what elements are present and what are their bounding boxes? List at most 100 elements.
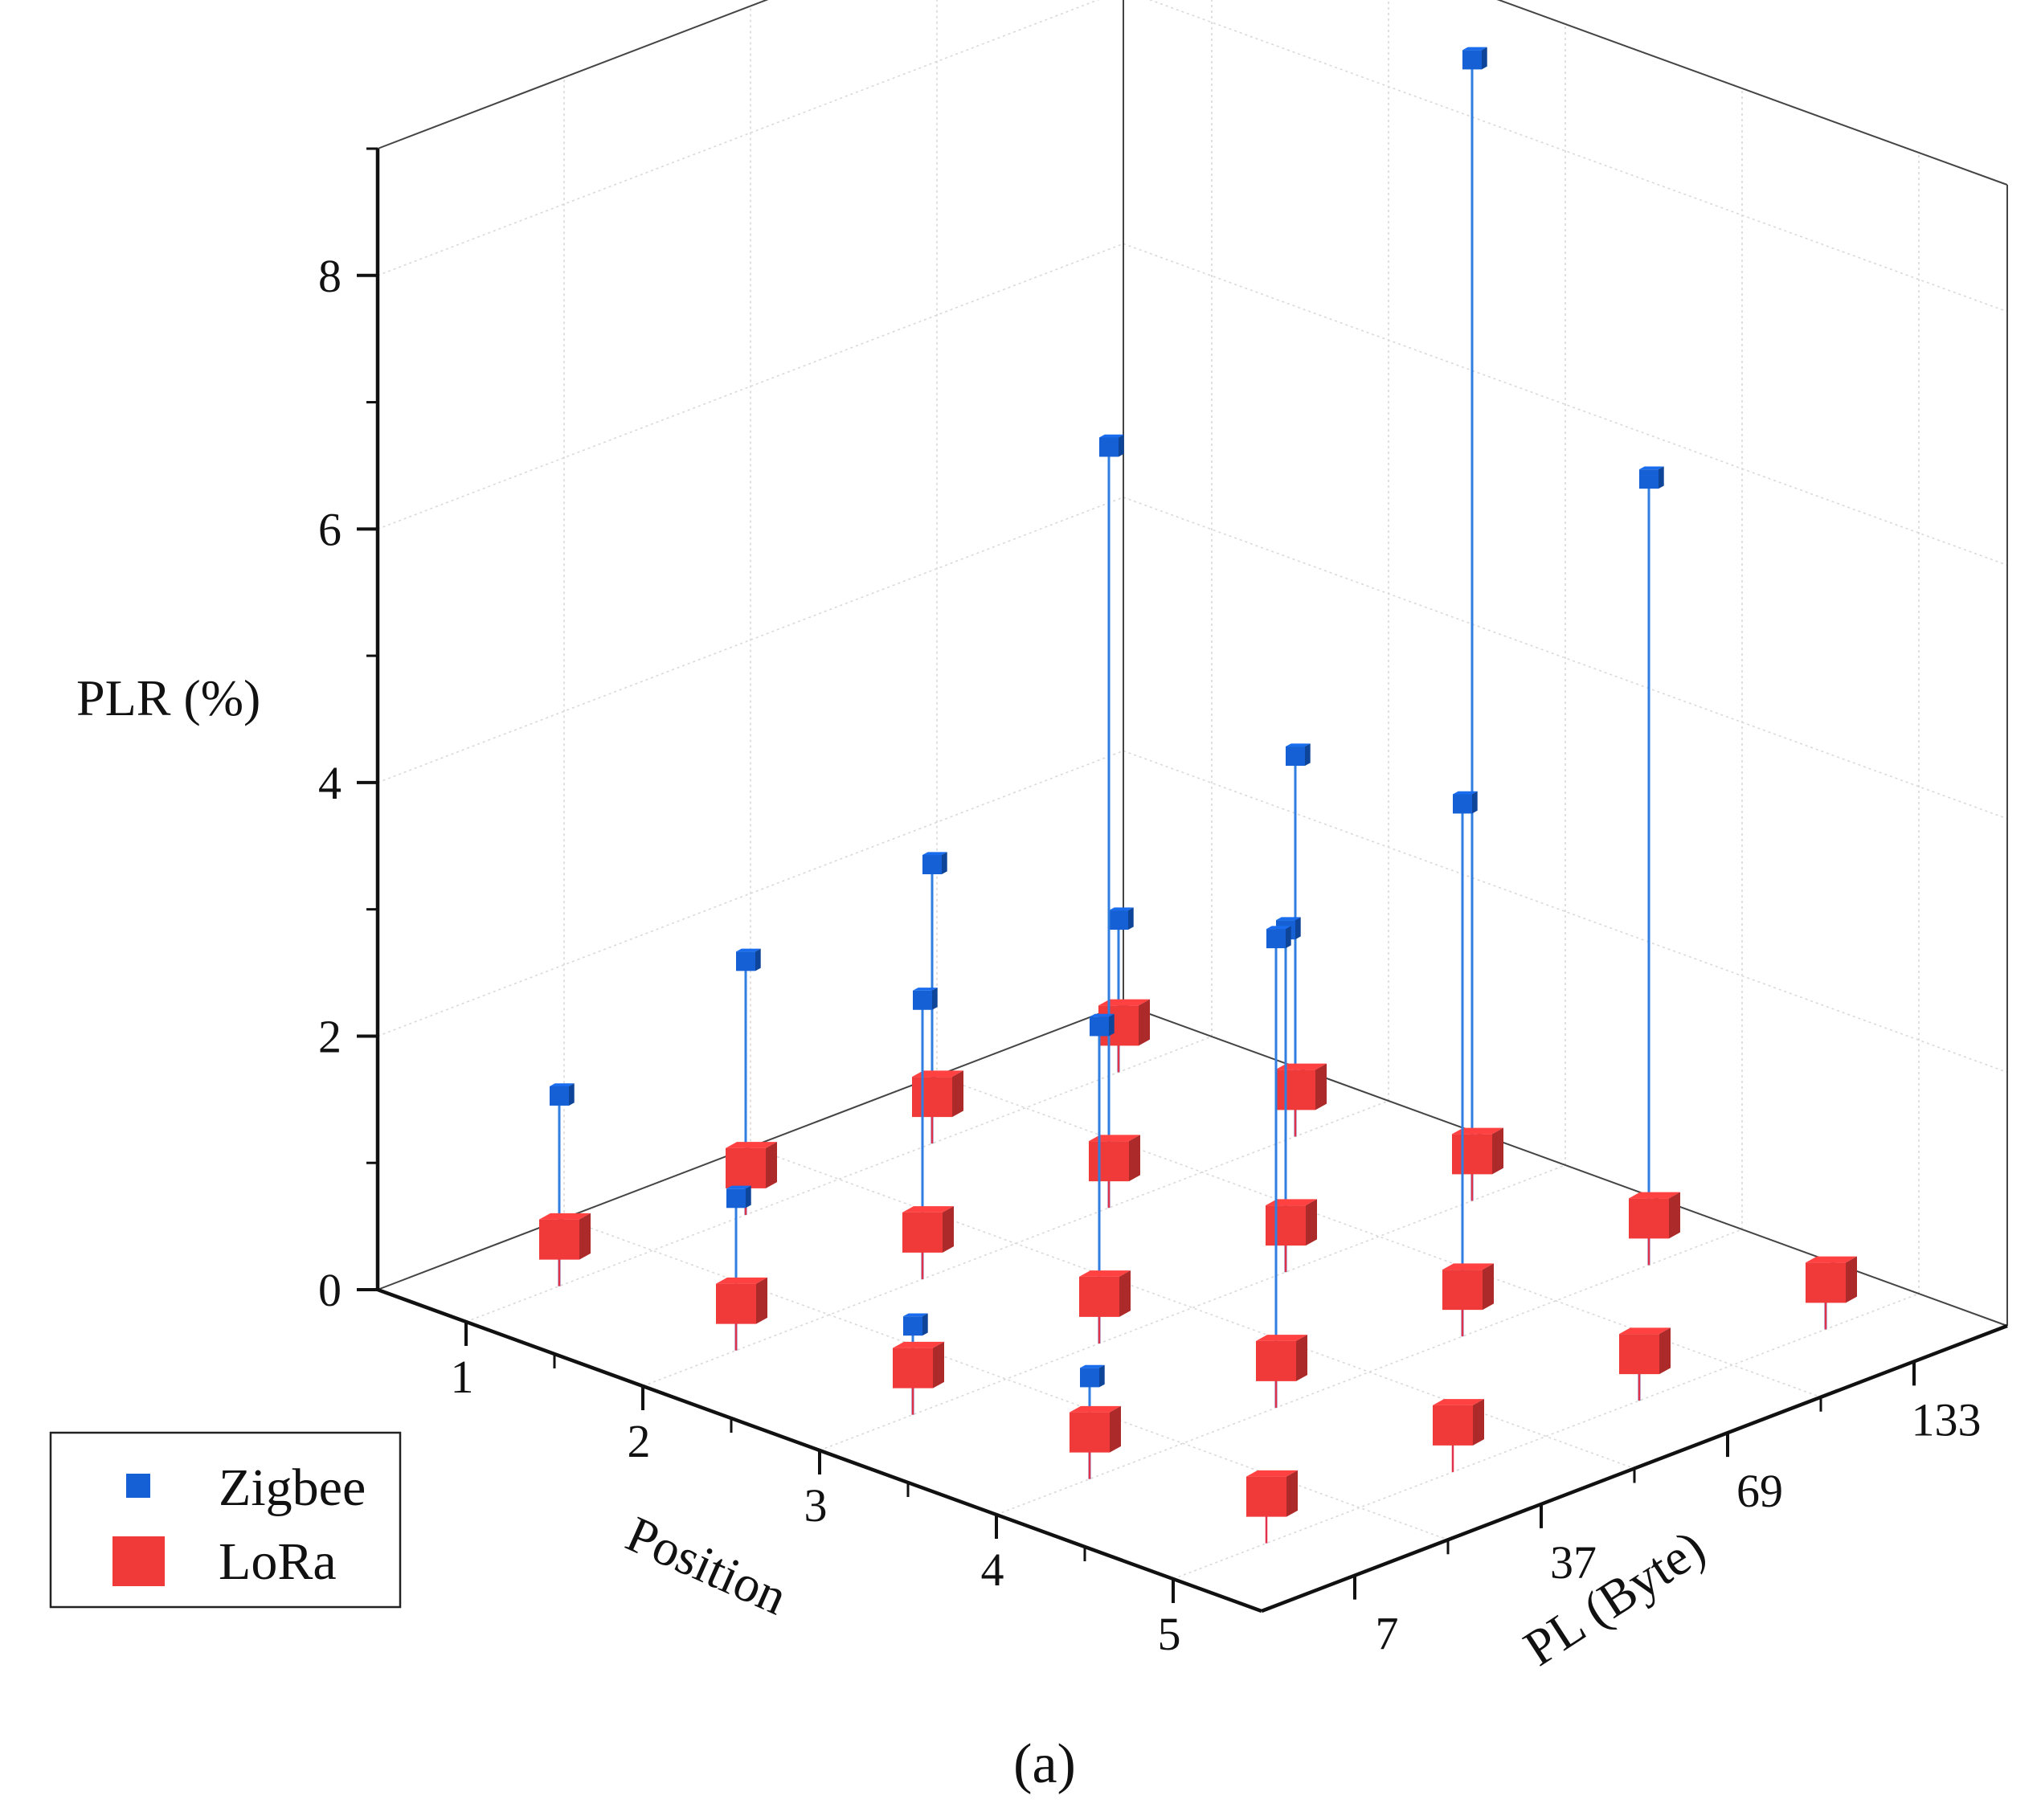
- zigbee-point-front: [1266, 929, 1286, 949]
- lora-point-side: [943, 1206, 954, 1253]
- lora-point-side: [1119, 1270, 1131, 1317]
- x-tick-label: 4: [981, 1544, 1004, 1596]
- lora-point-side: [952, 1070, 963, 1118]
- zigbee-point: [1453, 791, 1478, 814]
- zigbee-point-top: [1639, 466, 1664, 470]
- figure-caption: (a): [1013, 1733, 1076, 1795]
- floor-grid-line: [465, 1036, 1213, 1323]
- zigbee-point: [726, 1185, 751, 1209]
- zigbee-point-side: [755, 948, 761, 971]
- zigbee-point: [1462, 47, 1487, 70]
- wall-grid-line: [377, 243, 1124, 530]
- lora-point: [1275, 1063, 1327, 1110]
- zigbee-point-side: [1305, 743, 1311, 767]
- lora-point: [1806, 1256, 1857, 1303]
- zigbee-point-side: [942, 852, 947, 875]
- lora-point-front: [1619, 1334, 1659, 1375]
- zigbee-point-top: [736, 948, 761, 952]
- zigbee-point-top: [1080, 1364, 1105, 1368]
- zigbee-point-side: [1128, 907, 1134, 930]
- zigbee-point: [550, 1083, 575, 1106]
- lora-point-front: [912, 1077, 952, 1118]
- zigbee-point-front: [1462, 50, 1482, 70]
- zigbee-point-front: [913, 990, 932, 1010]
- lora-point-side: [1846, 1256, 1857, 1303]
- zigbee-point-top: [922, 852, 947, 856]
- zigbee-point-top: [1462, 47, 1487, 51]
- zigbee-point: [903, 1313, 928, 1336]
- lora-point-side: [1315, 1063, 1327, 1110]
- lora-point-front: [1442, 1270, 1483, 1311]
- zigbee-point-front: [1286, 746, 1305, 767]
- lora-point-side: [1286, 1470, 1298, 1517]
- zigbee-point-front: [922, 855, 942, 875]
- frame-edge: [1123, 1004, 2008, 1327]
- zigbee-point-front: [903, 1316, 922, 1336]
- lora-point-front: [1266, 1205, 1306, 1246]
- lora-point-front: [1070, 1412, 1110, 1453]
- frame-edge: [377, 0, 769, 149]
- zigbee-point-top: [1453, 791, 1478, 795]
- zigbee-point: [1266, 926, 1291, 949]
- lora-point-top: [1266, 1199, 1317, 1206]
- lora-point: [1433, 1399, 1484, 1446]
- lora-point-side: [1669, 1192, 1680, 1239]
- zigbee-point-top: [550, 1083, 575, 1086]
- lora-point-top: [1275, 1063, 1327, 1070]
- lora-point-side: [756, 1277, 767, 1324]
- lora-point: [1256, 1335, 1307, 1381]
- lora-point-front: [1433, 1405, 1473, 1446]
- legend-label-lora: LoRa: [219, 1532, 337, 1591]
- lora-point-side: [1110, 1405, 1121, 1453]
- wall-grid-line: [377, 750, 1124, 1037]
- lora-point-front: [1079, 1276, 1119, 1317]
- lora-point: [1452, 1127, 1503, 1175]
- zigbee-point-front: [1080, 1368, 1099, 1388]
- lora-point-top: [1452, 1127, 1503, 1135]
- lora-point: [1266, 1199, 1317, 1246]
- lora-point-top: [1629, 1192, 1680, 1199]
- lora-point: [539, 1213, 591, 1260]
- z-tick-label: 2: [318, 1010, 342, 1062]
- zigbee-point-top: [1266, 926, 1291, 930]
- axes-frame: [375, 0, 2008, 1613]
- lora-point-front: [1275, 1070, 1315, 1110]
- lora-point-side: [1473, 1399, 1484, 1446]
- axis-ticks: 0 2 4 6 8 1 2 3 4 5 7 37 69 133: [318, 147, 1982, 1660]
- lora-point-front: [1452, 1134, 1492, 1175]
- zigbee-point: [913, 988, 938, 1010]
- zigbee-point-top: [1109, 907, 1134, 911]
- floor-grid-line: [642, 1100, 1389, 1387]
- zigbee-point-side: [1109, 1013, 1115, 1037]
- zigbee-point: [1639, 466, 1664, 489]
- zigbee-point-side: [1659, 466, 1664, 489]
- wall-grid-line: [1123, 497, 2008, 820]
- lora-point: [1619, 1327, 1671, 1375]
- zigbee-point-front: [726, 1188, 746, 1209]
- zigbee-point-top: [1099, 434, 1124, 438]
- zigbee-point: [922, 852, 947, 875]
- wall-grid-line: [377, 497, 1124, 783]
- lora-point-front: [539, 1219, 579, 1260]
- lora-point-top: [1246, 1470, 1298, 1477]
- wall-grid-line: [377, 0, 1100, 276]
- legend-label-zigbee: Zigbee: [219, 1458, 366, 1517]
- floor-grid-line: [819, 1164, 1566, 1451]
- zigbee-point-side: [922, 1313, 928, 1336]
- zigbee-point-side: [1286, 926, 1291, 949]
- zigbee-point-side: [1099, 1364, 1105, 1388]
- legend: Zigbee LoRa: [49, 1431, 402, 1609]
- lora-point-top: [1256, 1335, 1307, 1341]
- y-tick-label: 69: [1736, 1465, 1783, 1517]
- lora-point: [1629, 1192, 1680, 1239]
- lora-point: [893, 1341, 944, 1389]
- lora-point: [902, 1206, 954, 1253]
- lora-point-top: [726, 1142, 777, 1148]
- lora-point: [1070, 1405, 1121, 1453]
- zigbee-point-front: [550, 1086, 569, 1106]
- lora-point-top: [1619, 1327, 1671, 1335]
- legend-box: [49, 1431, 402, 1609]
- lora-point-side: [933, 1341, 944, 1389]
- zigbee-point-side: [569, 1083, 575, 1106]
- x-tick-label: 3: [804, 1479, 828, 1532]
